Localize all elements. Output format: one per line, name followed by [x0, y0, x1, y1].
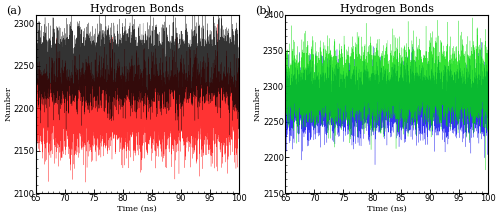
Y-axis label: Number: Number — [4, 87, 12, 122]
Title: Hydrogen Bonds: Hydrogen Bonds — [340, 4, 434, 14]
X-axis label: Time (ns): Time (ns) — [118, 205, 157, 213]
Text: (b): (b) — [255, 6, 271, 16]
Title: Hydrogen Bonds: Hydrogen Bonds — [90, 4, 184, 14]
X-axis label: Time (ns): Time (ns) — [367, 205, 406, 213]
Text: (a): (a) — [6, 6, 21, 16]
Y-axis label: Number: Number — [254, 87, 262, 122]
